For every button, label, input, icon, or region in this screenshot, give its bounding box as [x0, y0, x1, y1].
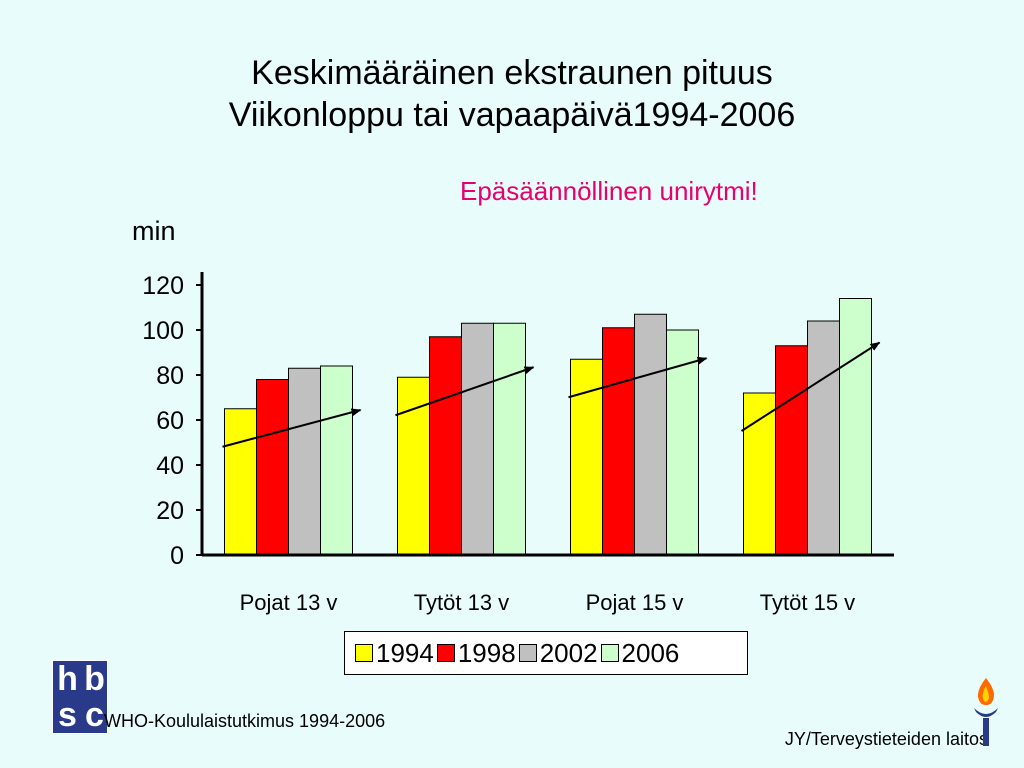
footer-source: WHO-Koululaistutkimus 1994-2006 [104, 711, 386, 731]
chart-title: Keskimääräinen ekstraunen pituus Viikonl… [0, 52, 1024, 136]
legend-swatch-1994 [355, 644, 373, 662]
x-category-label-4: Tytöt 15 v [760, 590, 855, 615]
bar-2006-1 [320, 365, 353, 556]
x-category-label-1: Pojat 13 v [240, 590, 338, 615]
bar-2002-3 [634, 313, 667, 556]
torch-logo-icon [974, 678, 998, 746]
annotation-text: Epäsäännöllinen unirytmi! [460, 176, 758, 206]
bar-2006-2 [493, 322, 526, 556]
title-line-1: Keskimääräinen ekstraunen pituus [251, 54, 773, 92]
bar-1994-1 [224, 408, 257, 556]
legend-label-2006: 2006 [621, 637, 680, 668]
legend-item-2002: 2002 [518, 637, 598, 669]
logo-letter-b: b [84, 660, 105, 698]
bar-2002-2 [461, 322, 494, 556]
trend-arrow-4 [740, 341, 881, 432]
bar-1994-4 [743, 392, 776, 556]
legend-swatch-1998 [436, 644, 455, 662]
title-line-2: Viikonloppu tai vapaapäivä1994-2006 [228, 96, 796, 134]
bar-1998-3 [602, 327, 635, 556]
y-axis-label: min [132, 216, 176, 246]
bar-1998-1 [256, 379, 289, 556]
legend-swatch-2002 [518, 644, 537, 662]
trend-arrow-2 [395, 366, 535, 417]
legend: 1994 1998 2002 2006 [344, 631, 748, 675]
bar-1998-2 [429, 336, 462, 556]
bar-2006-4 [839, 298, 872, 556]
trend-arrow-1 [222, 408, 362, 448]
x-category-label-2: Tytöt 13 v [414, 590, 509, 615]
y-tick-label-120: 120 [142, 272, 184, 300]
x-category-label-3: Pojat 15 v [586, 590, 684, 615]
logo-letter-c: c [85, 696, 104, 734]
hbsc-logo: h b s c [52, 660, 108, 734]
legend-swatch-2006 [600, 644, 619, 662]
legend-label-1998: 1998 [457, 637, 516, 668]
legend-label-2002: 2002 [539, 637, 598, 668]
bar-1998-4 [775, 345, 808, 556]
legend-label-1994: 1994 [376, 637, 434, 668]
y-tick-label-40: 40 [156, 452, 184, 480]
y-tick-label-20: 20 [156, 497, 184, 525]
y-tick-label-60: 60 [156, 407, 184, 435]
bar-2002-4 [807, 320, 840, 556]
bar-1994-2 [397, 376, 430, 556]
y-tick-label-80: 80 [156, 362, 184, 390]
bar-2006-3 [666, 329, 699, 556]
y-tick-label-100: 100 [142, 317, 184, 345]
legend-item-1998: 1998 [436, 637, 516, 669]
logo-letter-h: h [57, 660, 78, 698]
bar-2002-1 [288, 367, 321, 556]
legend-item-1994: 1994 [355, 638, 434, 669]
legend-item-2006: 2006 [600, 637, 680, 669]
logo-letter-s: s [58, 696, 77, 734]
footer-institution: JY/Terveystieteiden laitos [784, 729, 988, 749]
trend-arrow-3 [568, 356, 708, 399]
y-tick-label-0: 0 [170, 542, 184, 570]
